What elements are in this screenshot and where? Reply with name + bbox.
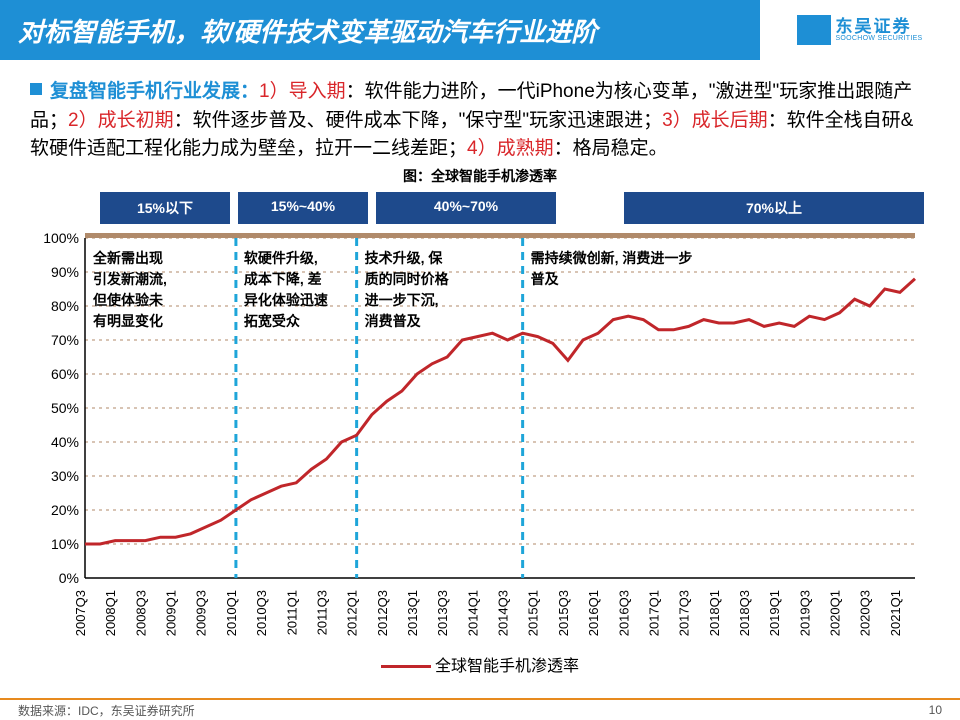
svg-text:2019Q1: 2019Q1 (767, 590, 782, 636)
phase-badges: 15%以下 15%~40% 40%~70% 70%以上 (0, 192, 960, 224)
svg-text:60%: 60% (51, 366, 79, 382)
svg-text:2008Q3: 2008Q3 (133, 590, 148, 636)
badge-4: 70%以上 (624, 192, 924, 224)
svg-text:2018Q1: 2018Q1 (707, 590, 722, 636)
svg-text:2016Q3: 2016Q3 (616, 590, 631, 636)
svg-text:2020Q1: 2020Q1 (828, 590, 843, 636)
svg-text:2021Q1: 2021Q1 (888, 590, 903, 636)
footer: 数据来源：IDC，东吴证券研究所 10 (0, 698, 960, 720)
svg-text:2013Q3: 2013Q3 (435, 590, 450, 636)
svg-text:80%: 80% (51, 298, 79, 314)
svg-text:40%: 40% (51, 434, 79, 450)
body-paragraph: 复盘智能手机行业发展：1）导入期：软件能力进阶，一代iPhone为核心变革，"激… (0, 60, 960, 170)
svg-text:50%: 50% (51, 400, 79, 416)
logo-en: SOOCHOW SECURITIES (835, 35, 922, 42)
svg-text:2015Q3: 2015Q3 (556, 590, 571, 636)
chart-container: 0% 10% 20% 30% 40% 50% 60% 70% 80% 90% 100% 2007Q3 2… (30, 228, 930, 648)
svg-text:90%: 90% (51, 264, 79, 280)
svg-text:2011Q1: 2011Q1 (284, 590, 299, 635)
svg-text:2020Q3: 2020Q3 (858, 590, 873, 636)
svg-text:2019Q3: 2019Q3 (797, 590, 812, 636)
svg-text:2011Q3: 2011Q3 (314, 590, 329, 635)
svg-text:30%: 30% (51, 468, 79, 484)
legend-line-icon (381, 665, 431, 668)
svg-text:70%: 70% (51, 332, 79, 348)
svg-text:2017Q1: 2017Q1 (646, 590, 661, 636)
bullet-icon (30, 83, 42, 95)
svg-text:0%: 0% (59, 570, 79, 586)
svg-text:100%: 100% (43, 230, 79, 246)
svg-text:2012Q3: 2012Q3 (375, 590, 390, 636)
svg-text:2014Q1: 2014Q1 (465, 590, 480, 636)
chart-legend: 全球智能手机渗透率 (0, 652, 960, 676)
svg-text:2017Q3: 2017Q3 (677, 590, 692, 636)
svg-text:2014Q3: 2014Q3 (496, 590, 511, 636)
svg-text:20%: 20% (51, 502, 79, 518)
svg-text:2010Q3: 2010Q3 (254, 590, 269, 636)
page-title: 对标智能手机，软/硬件技术变革驱动汽车行业进阶 (0, 0, 760, 60)
data-source: 数据来源：IDC，东吴证券研究所 (18, 702, 195, 719)
svg-text:2012Q1: 2012Q1 (345, 590, 360, 636)
logo: 东吴证券 SOOCHOW SECURITIES (760, 0, 960, 60)
svg-text:2007Q3: 2007Q3 (73, 590, 88, 636)
svg-text:10%: 10% (51, 536, 79, 552)
svg-text:2018Q3: 2018Q3 (737, 590, 752, 636)
svg-text:2009Q3: 2009Q3 (194, 590, 209, 636)
svg-text:2013Q1: 2013Q1 (405, 590, 420, 636)
page-number: 10 (929, 703, 942, 717)
annot-phase-4: 需持续微创新, 消费进一步普及 (531, 248, 791, 290)
badge-2: 15%~40% (238, 192, 368, 224)
badge-1: 15%以下 (100, 192, 230, 224)
svg-text:2008Q1: 2008Q1 (103, 590, 118, 636)
svg-text:2009Q1: 2009Q1 (164, 590, 179, 636)
annot-phase-3: 技术升级, 保质的同时价格进一步下沉,消费普及 (365, 248, 449, 332)
svg-text:2015Q1: 2015Q1 (526, 590, 541, 636)
annot-phase-2: 软硬件升级,成本下降, 差异化体验迅速拓宽受众 (244, 248, 328, 332)
svg-text:2010Q1: 2010Q1 (224, 590, 239, 636)
badge-3: 40%~70% (376, 192, 556, 224)
svg-text:2016Q1: 2016Q1 (586, 590, 601, 636)
chart-title: 图：全球智能手机渗透率 (0, 166, 960, 186)
annot-phase-1: 全新需出现引发新潮流,但使体验未有明显变化 (93, 248, 167, 332)
logo-mark-icon (797, 15, 831, 45)
logo-cn: 东吴证券 (835, 18, 922, 35)
